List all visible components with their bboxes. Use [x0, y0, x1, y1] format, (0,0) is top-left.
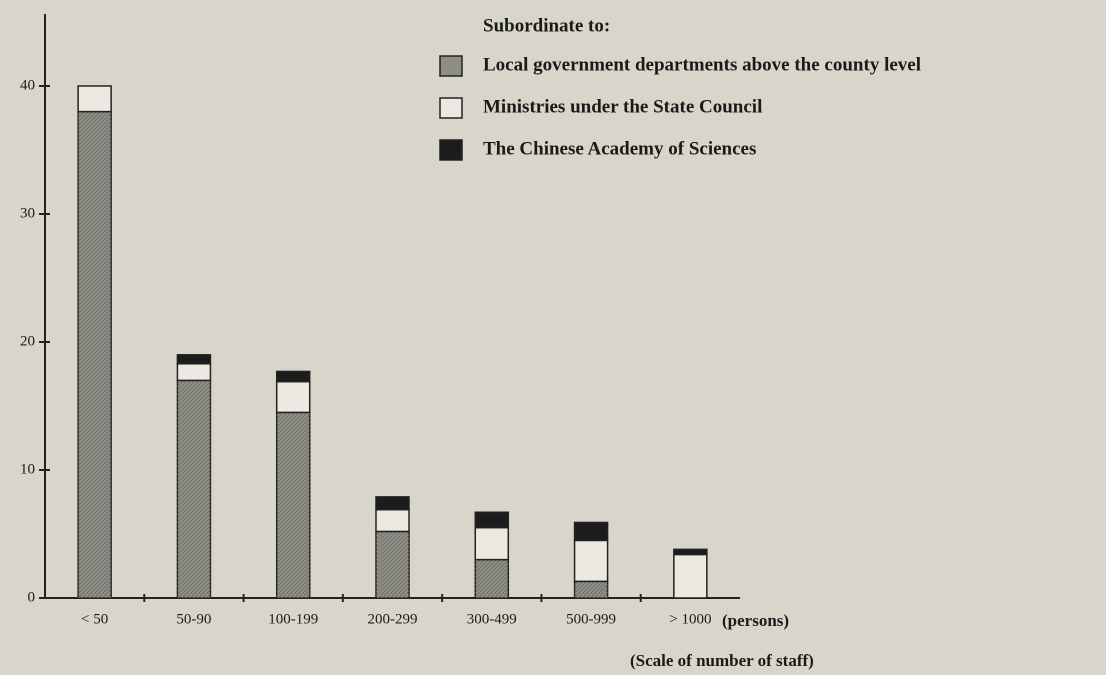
bar-hatch — [574, 581, 608, 598]
bar-segment — [573, 539, 609, 583]
x-tick-label: 300-499 — [467, 611, 517, 627]
bar-hatch — [177, 380, 211, 598]
y-tick-label: 20 — [20, 333, 35, 349]
bar-hatch — [78, 111, 112, 598]
bar-segment — [573, 521, 609, 542]
x-tick-label: 50-90 — [176, 611, 211, 627]
x-axis-title: (Scale of number of staff) — [630, 651, 814, 670]
x-tick-label: > 1000 — [669, 611, 711, 627]
legend-title: Subordinate to: — [483, 15, 610, 36]
x-tick-label: < 50 — [81, 611, 108, 627]
legend-label: The Chinese Academy of Sciences — [483, 138, 756, 159]
bar-segment — [77, 85, 112, 113]
legend-label: Ministries under the State Council — [483, 96, 762, 117]
legend-swatch — [439, 97, 463, 119]
legend-swatch — [439, 139, 463, 161]
x-tick-label: 200-299 — [368, 611, 418, 627]
bar-segment — [275, 380, 311, 414]
x-tick-label: 100-199 — [268, 611, 318, 627]
bar-hatch — [276, 412, 310, 598]
bar-segment — [275, 370, 311, 383]
bar-segment — [673, 548, 708, 556]
legend-swatch — [439, 55, 463, 77]
bar-segment — [375, 508, 410, 533]
x-tick-label: 500-999 — [566, 611, 616, 627]
bar-hatch — [475, 559, 509, 598]
bar-segment — [673, 553, 708, 599]
y-tick-label: 10 — [20, 461, 35, 477]
y-tick-label: 40 — [20, 77, 35, 93]
y-tick-label: 0 — [28, 589, 36, 605]
bar-segment — [474, 511, 510, 529]
y-tick-label: 30 — [20, 205, 35, 221]
legend-label: Local government departments above the c… — [483, 54, 921, 75]
bar-hatch — [376, 531, 409, 598]
bar-segment — [474, 526, 510, 561]
bar-segment — [176, 354, 212, 365]
bar-segment — [176, 363, 212, 382]
bar-segment — [375, 496, 410, 511]
x-axis-label: (persons) — [722, 611, 789, 630]
